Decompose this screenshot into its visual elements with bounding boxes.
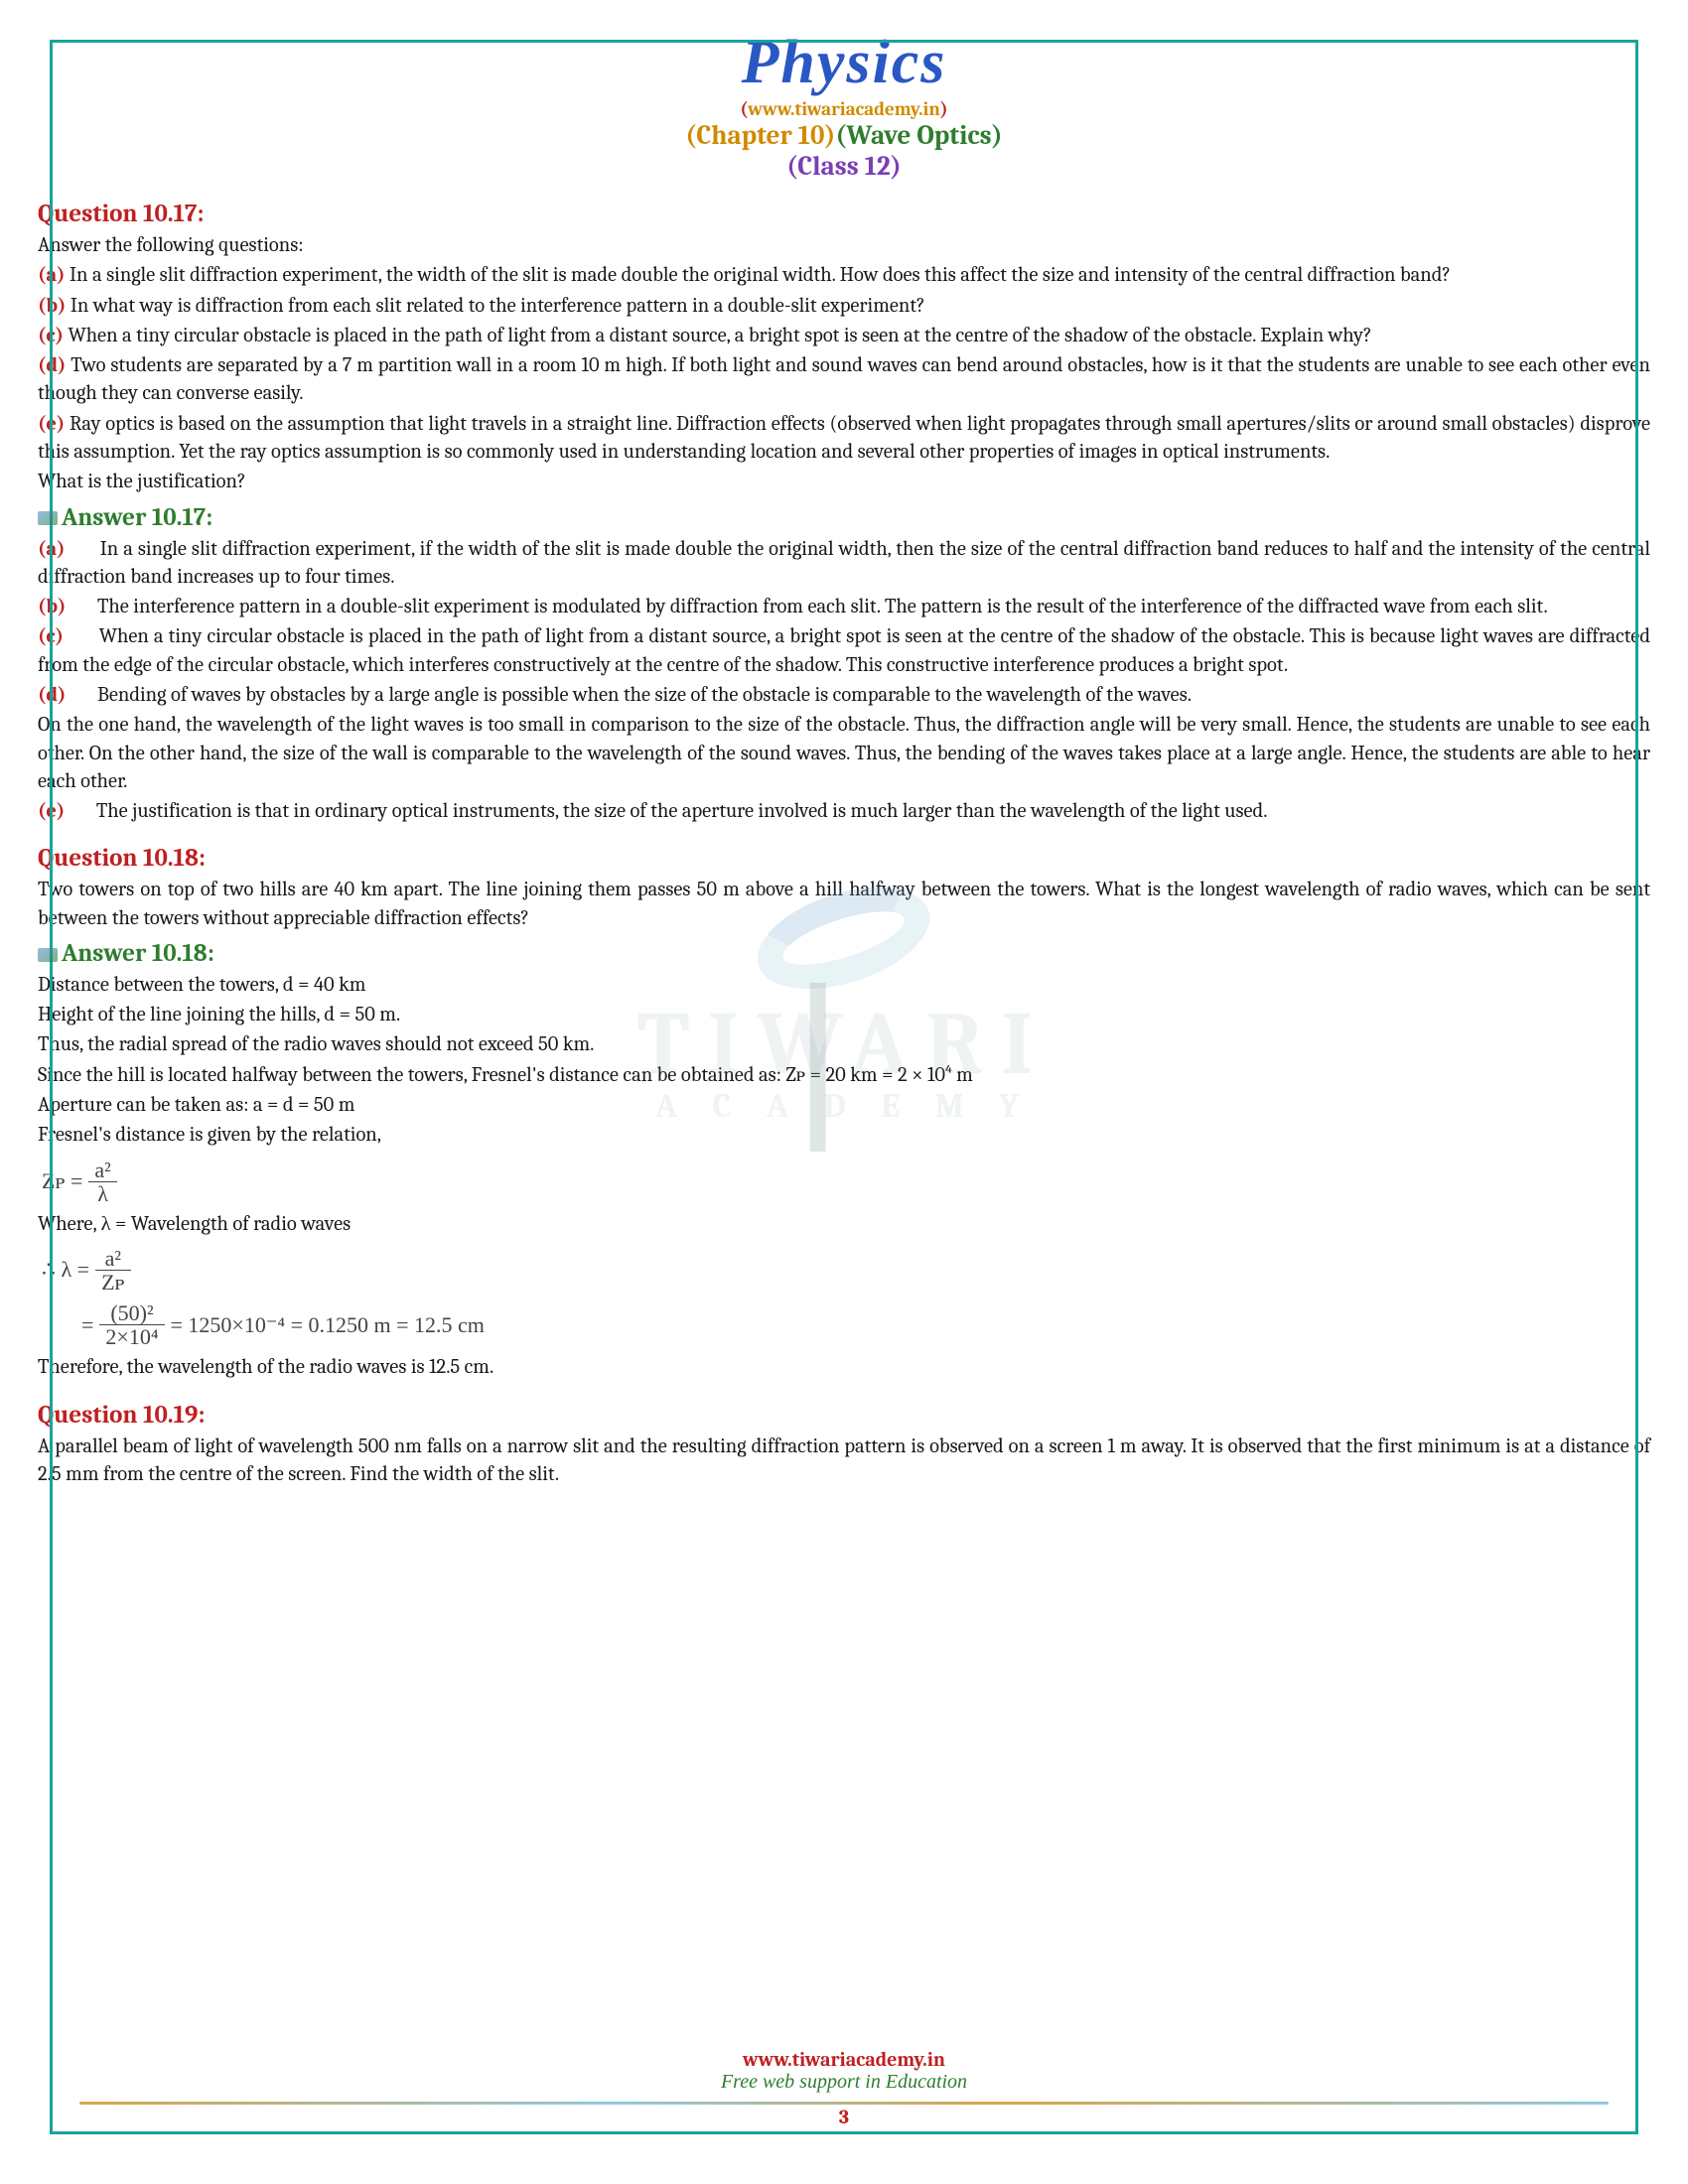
footer-url: www.tiwariacademy.in bbox=[0, 2048, 1688, 2071]
footer-tagline: Free web support in Education bbox=[0, 2071, 1688, 2094]
page-number: 3 bbox=[0, 2106, 1688, 2128]
page-footer: www.tiwariacademy.in Free web support in… bbox=[0, 2048, 1688, 2105]
answer-10-17-heading: Answer 10.17: bbox=[38, 503, 1650, 532]
footer-rule bbox=[79, 2102, 1609, 2105]
page-border bbox=[50, 40, 1638, 2134]
answer-10-18-heading: Answer 10.18: bbox=[38, 939, 1650, 968]
